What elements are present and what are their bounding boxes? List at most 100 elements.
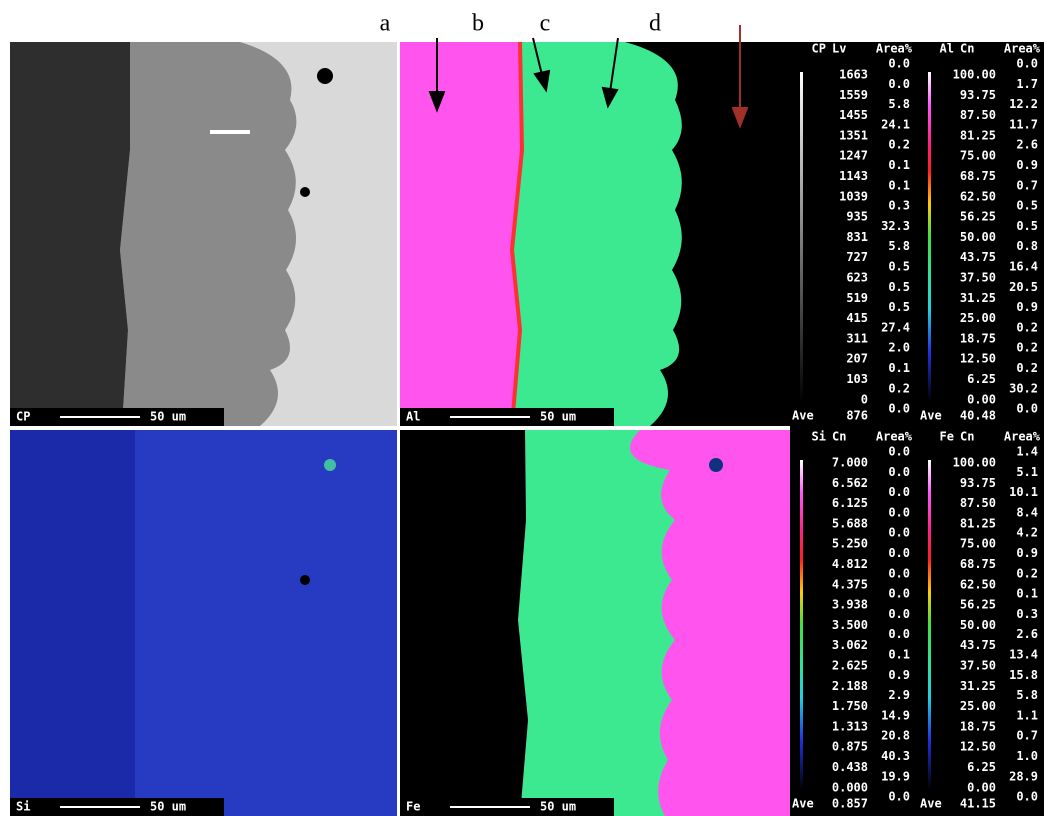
panel-label: Si: [16, 800, 30, 814]
legend-level: 50.00: [960, 618, 996, 632]
legend-area: 20.5: [1009, 280, 1038, 294]
legend-level: 0.00: [967, 392, 996, 406]
ave-label: Ave: [920, 797, 942, 811]
legend-area: 0.5: [888, 260, 910, 274]
divider: [10, 426, 790, 430]
legend-level: 0.000: [832, 780, 868, 794]
scale-label: 50 um: [540, 800, 576, 814]
color-bar: [800, 460, 803, 790]
legend-level: 1039: [839, 189, 868, 203]
legend-mode: Cn: [960, 42, 974, 56]
fe-image: [400, 430, 790, 816]
legend-area: 2.6: [1016, 627, 1038, 641]
panel-label: Fe: [406, 800, 420, 814]
legend-area: 0.0: [888, 402, 910, 416]
legend-area: 0.8: [1016, 239, 1038, 253]
legend-area: 0.1: [1016, 587, 1038, 601]
legend-level: 2.188: [832, 679, 868, 693]
legend-area: 0.0: [888, 627, 910, 641]
color-bar: [928, 72, 931, 402]
legend-area: 12.2: [1009, 97, 1038, 111]
legend-level: 62.50: [960, 577, 996, 591]
legend-area: 5.8: [1016, 688, 1038, 702]
ave-value: 876: [846, 409, 868, 423]
legend-level: 43.75: [960, 638, 996, 652]
legend-area: 0.3: [1016, 607, 1038, 621]
legend-element: Fe: [940, 430, 954, 444]
marker-label: d: [649, 11, 661, 37]
legend-level: 1663: [839, 68, 868, 82]
legend-area: 16.4: [1009, 260, 1038, 274]
ave-label: Ave: [792, 409, 814, 423]
legend-level: 93.75: [960, 476, 996, 490]
legend-level: 18.75: [960, 331, 996, 345]
legend-level: 6.125: [832, 496, 868, 510]
legend-level: 81.25: [960, 516, 996, 530]
legend-level: 415: [846, 311, 868, 325]
legend-area: 32.3: [881, 219, 910, 233]
legend-level: 0: [861, 392, 868, 406]
legend-area: 27.4: [881, 320, 910, 334]
legend-level: 0.438: [832, 760, 868, 774]
scale-label: 50 um: [150, 800, 186, 814]
legend-level: 3.938: [832, 598, 868, 612]
legend-area: 0.1: [888, 648, 910, 662]
legend-area: 1.7: [1016, 77, 1038, 91]
legend-level: 37.50: [960, 271, 996, 285]
legend-mode: Lv: [832, 42, 846, 56]
legend-level: 68.75: [960, 557, 996, 571]
legend-area: 20.8: [881, 729, 910, 743]
legend-area: 19.9: [881, 769, 910, 783]
legend-area: 0.0: [888, 566, 910, 580]
legend-area: 0.0: [1016, 402, 1038, 416]
legend-level: 62.50: [960, 189, 996, 203]
legend-level: 0.875: [832, 740, 868, 754]
legend-level: 12.50: [960, 740, 996, 754]
legend-area: 4.2: [1016, 526, 1038, 540]
legend-level: 1.750: [832, 699, 868, 713]
legend-level: 7.000: [832, 456, 868, 470]
marker-label: a: [380, 11, 391, 37]
legend-area: 1.0: [1016, 749, 1038, 763]
legend-mode: Cn: [960, 430, 974, 444]
legend-area: 0.0: [888, 505, 910, 519]
legend-mode: Cn: [832, 430, 846, 444]
legend-area: 13.4: [1009, 648, 1038, 662]
legend-area: 0.0: [888, 587, 910, 601]
scale-label: 50 um: [150, 410, 186, 424]
legend-area: 40.3: [881, 749, 910, 763]
legend-area: 2.6: [1016, 138, 1038, 152]
legend-area: 0.2: [1016, 566, 1038, 580]
legend-area: 0.7: [1016, 178, 1038, 192]
legend-area: 5.1: [1016, 465, 1038, 479]
legend-area: 0.0: [888, 485, 910, 499]
legend-area-header: Area%: [876, 42, 913, 56]
ave-value: 40.48: [960, 409, 996, 423]
legend-area: 0.0: [888, 546, 910, 560]
legend-level: 311: [846, 331, 868, 345]
legend-area: 0.2: [1016, 320, 1038, 334]
legend-area: 1.4: [1016, 445, 1038, 459]
legend-level: 6.562: [832, 476, 868, 490]
legend-area: 0.0: [1016, 57, 1038, 71]
legend-area: 11.7: [1009, 117, 1038, 131]
legend-area: 24.1: [881, 117, 910, 131]
legend-level: 75.00: [960, 537, 996, 551]
legend-level: 43.75: [960, 250, 996, 264]
legend-area: 0.9: [1016, 546, 1038, 560]
legend-level: 3.500: [832, 618, 868, 632]
color-bar: [928, 460, 931, 790]
legend-area: 0.1: [888, 178, 910, 192]
legend-level: 1559: [839, 88, 868, 102]
legend-area: 0.5: [1016, 199, 1038, 213]
legend-level: 25.00: [960, 311, 996, 325]
legend-area: 14.9: [881, 708, 910, 722]
legend-area: 10.1: [1009, 485, 1038, 499]
legend-level: 103: [846, 372, 868, 386]
legend-element: Si: [812, 430, 826, 444]
legend-level: 4.812: [832, 557, 868, 571]
ave-value: 41.15: [960, 797, 996, 811]
legend-area: 30.2: [1009, 381, 1038, 395]
legend-area-header: Area%: [1004, 42, 1041, 56]
